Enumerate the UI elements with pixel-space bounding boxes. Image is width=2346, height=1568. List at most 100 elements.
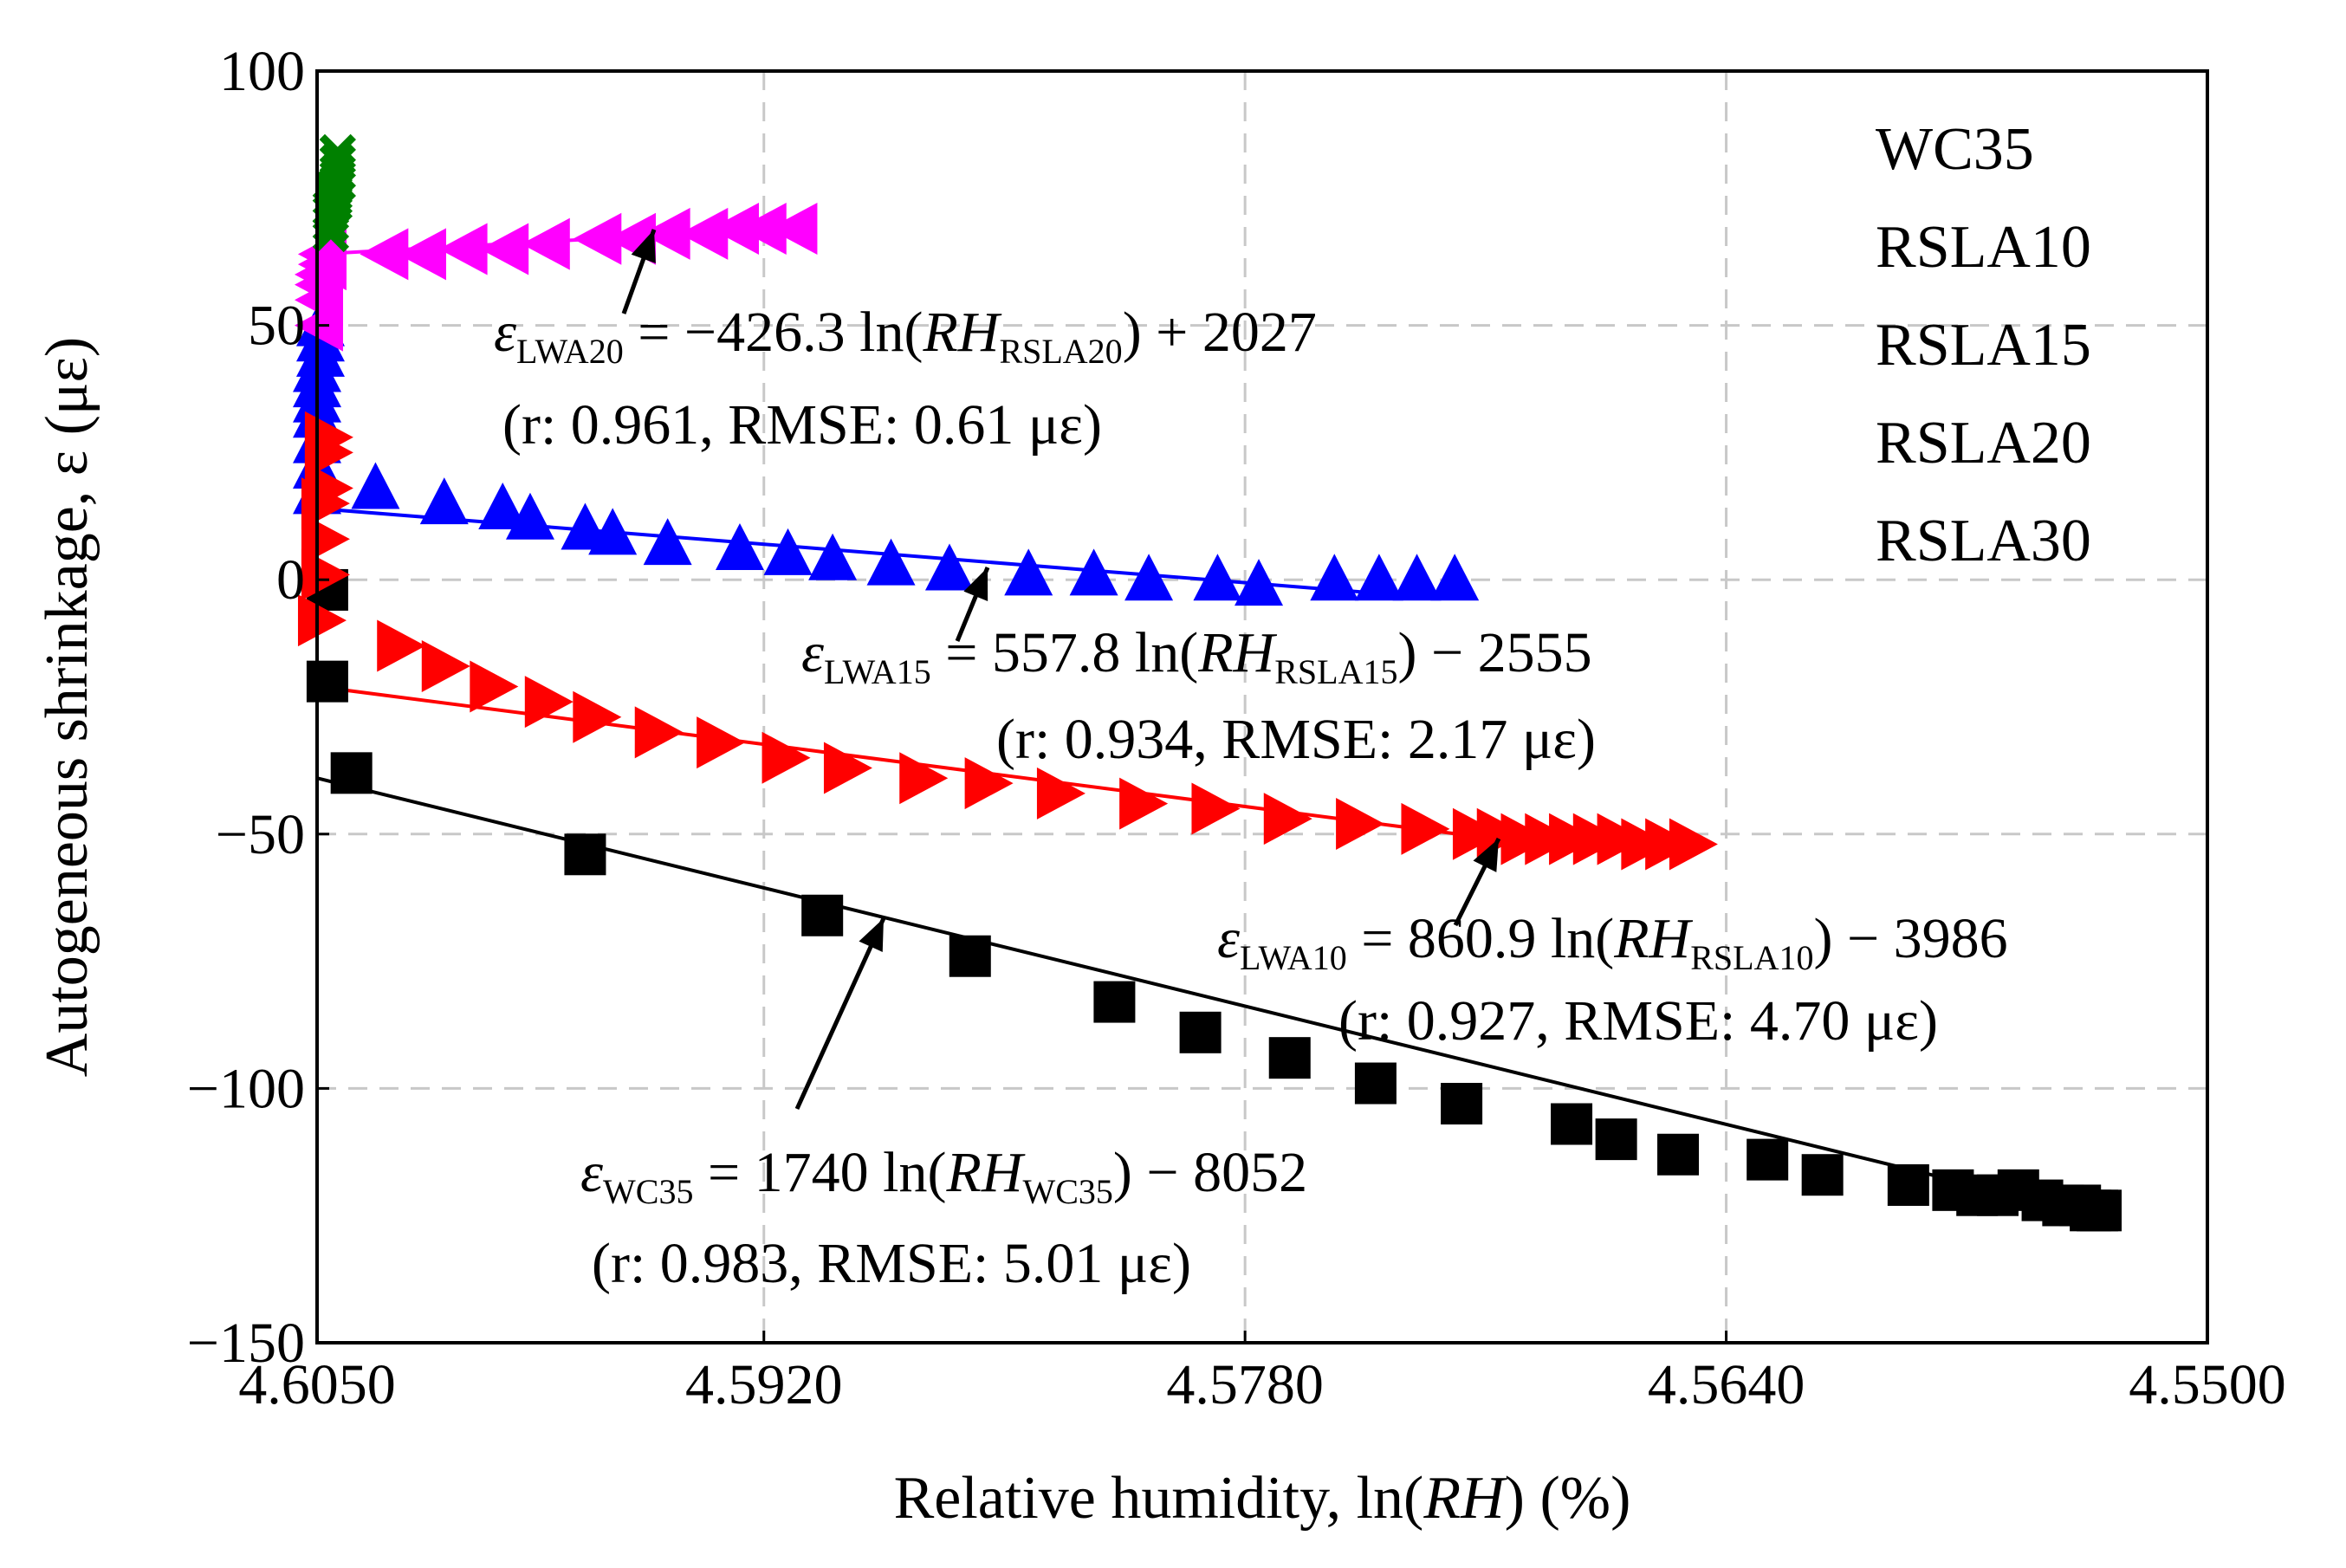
point-rsla20 xyxy=(710,203,760,256)
equation-wc35-body: = 1740 ln( xyxy=(693,1141,946,1204)
point-wc35 xyxy=(1093,981,1136,1023)
point-rsla15 xyxy=(808,533,858,580)
point-wc35 xyxy=(949,935,991,977)
point-rsla20 xyxy=(679,207,729,260)
point-wc35 xyxy=(2080,1189,2122,1232)
y-axis-title: Autogeneous shrinkage, ε (με) xyxy=(34,337,100,1077)
point-rsla15 xyxy=(924,543,974,591)
point-wc35 xyxy=(1747,1138,1789,1181)
equation-rsla15-var2: RH xyxy=(1197,621,1277,684)
point-rsla10 xyxy=(1336,798,1385,851)
point-rsla15 xyxy=(1392,554,1442,601)
equation-rsla10-body: = 860.9 ln( xyxy=(1347,907,1615,970)
point-rsla15 xyxy=(1193,554,1242,601)
arrow-wc35-head xyxy=(859,918,884,952)
point-rsla10 xyxy=(1036,767,1086,820)
point-rsla10 xyxy=(377,619,426,672)
equation-rsla15-var: ε xyxy=(801,621,824,684)
point-rsla15 xyxy=(505,492,554,540)
point-rsla20 xyxy=(397,228,446,281)
legend-entry-rsla10: RSLA10 xyxy=(1876,214,2091,281)
arrow-rsla20-head xyxy=(631,230,656,263)
equation-rsla10-var: ε xyxy=(1217,907,1240,970)
x-tick-label: 4.5640 xyxy=(1648,1353,1805,1416)
equation-rsla10: εLWA10 = 860.9 ln(RHRSLA10) − 3986 xyxy=(1217,907,2008,977)
y-tick-label: −150 xyxy=(187,1312,305,1375)
plot-frame xyxy=(315,69,2209,1344)
point-rsla20 xyxy=(480,223,529,275)
point-rsla10 xyxy=(297,594,347,647)
data-markers xyxy=(293,133,2122,1232)
y-tick-label: −100 xyxy=(187,1057,305,1120)
equation-rsla15-sub: LWA15 xyxy=(824,652,931,691)
point-rsla10 xyxy=(964,757,1014,810)
x-tick-label: 4.6050 xyxy=(238,1353,396,1416)
equation-wc35-sub2: WC35 xyxy=(1022,1172,1112,1211)
equation-rsla15-sub2: RSLA15 xyxy=(1274,652,1397,691)
point-rsla15 xyxy=(588,508,638,555)
point-wc35 xyxy=(1595,1118,1637,1161)
y-tick-label: 100 xyxy=(219,40,305,103)
legend: WC35 RSLA10 RSLA15 RSLA20 RSLA30 xyxy=(1876,116,2091,574)
point-rsla10 xyxy=(470,660,519,713)
equation-rsla15: εLWA15 = 557.8 ln(RHRSLA15) − 2555 xyxy=(801,621,1592,691)
point-wc35 xyxy=(330,752,373,794)
point-rsla20 xyxy=(641,207,690,260)
point-rsla30 xyxy=(319,133,356,172)
point-wc35 xyxy=(1354,1062,1397,1105)
point-rsla10 xyxy=(823,742,872,794)
point-wc35 xyxy=(1801,1154,1844,1196)
point-rsla15 xyxy=(643,518,692,566)
equation-rsla20-sub2: RSLA20 xyxy=(999,332,1122,371)
point-rsla10 xyxy=(697,716,746,769)
equation-rsla20-tail: ) + 2027 xyxy=(1123,301,1317,364)
point-rsla10 xyxy=(761,731,811,784)
equation-stats-rsla15: (r: 0.934, RMSE: 2.17 με) xyxy=(996,708,1596,771)
point-rsla15 xyxy=(351,462,400,509)
point-rsla10 xyxy=(899,752,949,805)
point-rsla10 xyxy=(524,676,574,729)
point-rsla10 xyxy=(1263,793,1312,846)
y-tick-label: 50 xyxy=(248,295,305,358)
point-wc35 xyxy=(1179,1011,1222,1053)
point-rsla15 xyxy=(1235,559,1284,606)
equation-wc35-sub: WC35 xyxy=(603,1172,693,1211)
legend-entry-wc35: WC35 xyxy=(1876,116,2034,183)
point-rsla10 xyxy=(1191,782,1241,835)
point-rsla10 xyxy=(1119,777,1169,830)
axis-ticks: 4.6050 4.5920 4.5780 4.5640 4.5500 100 50 0 −50 −… xyxy=(187,40,2286,1416)
equation-rsla10-sub2: RSLA10 xyxy=(1690,938,1813,977)
point-rsla10 xyxy=(421,640,470,693)
equation-stats-wc35: (r: 0.983, RMSE: 5.01 με) xyxy=(592,1232,1191,1295)
equation-rsla10-tail: ) − 3986 xyxy=(1813,907,2007,970)
equation-rsla20-var: ε xyxy=(494,301,516,364)
point-wc35 xyxy=(1551,1103,1593,1145)
equation-stats-rsla10: (r: 0.927, RMSE: 4.70 με) xyxy=(1338,989,1938,1053)
equation-rsla10-sub: LWA10 xyxy=(1240,938,1347,977)
arrow-rsla10-head xyxy=(1473,839,1499,872)
equation-rsla20-sub: LWA20 xyxy=(516,332,624,371)
point-rsla20 xyxy=(438,223,488,275)
legend-entry-rsla20: RSLA20 xyxy=(1876,410,2091,476)
point-wc35 xyxy=(1268,1037,1311,1079)
point-rsla10 xyxy=(634,706,684,759)
point-rsla20 xyxy=(521,217,570,270)
point-wc35 xyxy=(306,660,348,703)
point-rsla10 xyxy=(573,690,622,743)
point-rsla15 xyxy=(763,528,813,575)
point-rsla15 xyxy=(866,538,916,586)
point-rsla30 xyxy=(319,144,356,181)
point-rsla15 xyxy=(419,477,469,525)
equation-rsla15-tail: ) − 2555 xyxy=(1397,621,1591,684)
point-rsla15 xyxy=(715,522,764,570)
point-rsla15 xyxy=(1124,554,1174,601)
equation-rsla15-body: = 557.8 ln( xyxy=(931,621,1199,684)
point-rsla10 xyxy=(301,513,350,566)
legend-entry-rsla30: RSLA30 xyxy=(1876,508,2091,574)
point-rsla20 xyxy=(737,203,787,256)
point-wc35 xyxy=(1657,1133,1700,1176)
point-rsla15 xyxy=(1069,548,1118,596)
equation-wc35-var: ε xyxy=(580,1141,603,1204)
point-rsla15 xyxy=(1430,554,1480,601)
